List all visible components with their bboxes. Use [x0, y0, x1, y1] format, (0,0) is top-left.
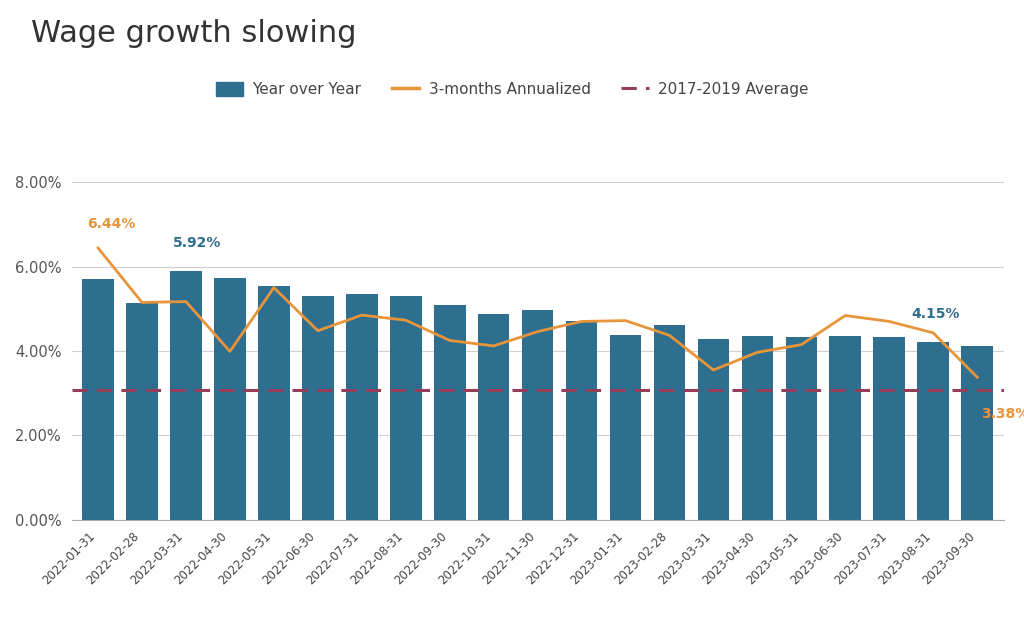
Bar: [962, 346, 993, 520]
Text: 4.15%: 4.15%: [911, 307, 959, 321]
Text: 5.92%: 5.92%: [173, 236, 221, 249]
Bar: [697, 339, 729, 520]
Bar: [478, 314, 510, 520]
Bar: [522, 310, 553, 520]
Bar: [170, 271, 202, 520]
Bar: [390, 296, 422, 520]
Bar: [609, 335, 641, 520]
Legend: Year over Year, 3-months Annualized, 2017-2019 Average: Year over Year, 3-months Annualized, 201…: [210, 76, 814, 103]
Bar: [258, 286, 290, 520]
Bar: [126, 303, 158, 520]
Bar: [873, 337, 905, 520]
Bar: [82, 279, 114, 520]
Bar: [565, 321, 597, 520]
Bar: [653, 325, 685, 520]
Bar: [302, 296, 334, 520]
Bar: [434, 305, 466, 520]
Text: Wage growth slowing: Wage growth slowing: [31, 19, 356, 48]
Text: 3.38%: 3.38%: [982, 407, 1024, 421]
Bar: [829, 335, 861, 520]
Bar: [918, 342, 949, 520]
Bar: [785, 337, 817, 520]
Bar: [741, 336, 773, 520]
Bar: [214, 278, 246, 520]
Bar: [346, 293, 378, 520]
Text: 6.44%: 6.44%: [87, 217, 135, 231]
